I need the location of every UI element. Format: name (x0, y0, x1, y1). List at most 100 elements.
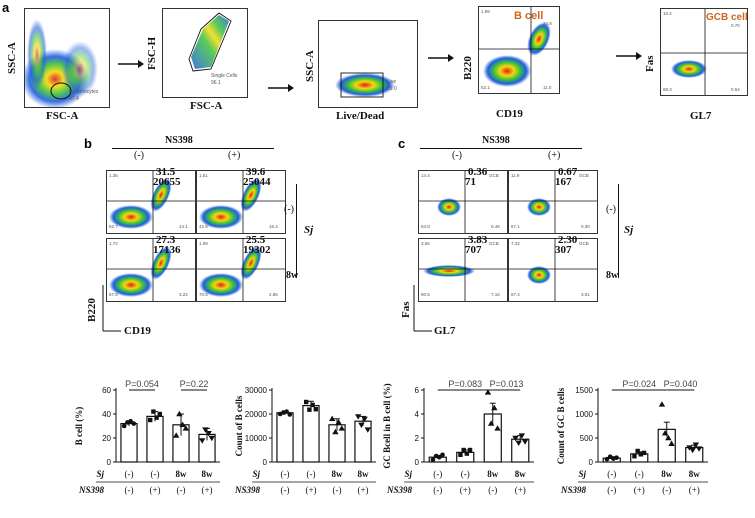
data-point (176, 410, 183, 417)
y-tick-label: 60 (102, 386, 111, 395)
quadrant-q4: 87.4 (511, 292, 520, 297)
header-rule (420, 148, 582, 149)
panel-a-letter: a (2, 0, 10, 15)
data-point (467, 447, 473, 453)
row-label-sj: Sj (96, 469, 104, 479)
gate-percent: 39.6 (246, 166, 266, 178)
panel-c-letter: c (398, 136, 406, 151)
data-point (121, 423, 127, 429)
group-ns398-label: (-) (177, 485, 186, 495)
quadrant-q3: 0.30 (581, 224, 590, 229)
col-sign: (-) (452, 150, 462, 161)
group-sj-label: (-) (635, 469, 644, 479)
quadrant-q3: 0.46 (491, 224, 500, 229)
pvalue-label: P=0.013 (490, 379, 524, 389)
x-label-step3: Live/Dead (336, 110, 385, 122)
pvalue-label: P=0.054 (125, 379, 159, 389)
data-point (179, 421, 186, 427)
y-label-step2: FSC-H (146, 37, 158, 70)
gate-percent: 3.83 (468, 234, 488, 246)
y-axis-label: Count of GC B cells (556, 387, 566, 464)
y-tick-label: 20 (102, 434, 111, 443)
quadrant-q3: 3.22 (179, 292, 188, 297)
data-point (202, 427, 209, 433)
gate-count: 17136 (153, 244, 181, 256)
group-sj-label: (-) (461, 469, 470, 479)
y-axis-label: GC Bcell in B cell (%) (382, 383, 392, 468)
group-sj-label: 8w (202, 469, 214, 479)
y-tick-label: 4 (415, 410, 420, 419)
y-tick-label: 0 (415, 458, 420, 467)
quadrant-q3: 3.01 (581, 292, 590, 297)
highlight-gcb-cell: GCB cell (706, 12, 748, 23)
quadrant-q1: 10.2 (663, 11, 672, 16)
data-point (635, 448, 640, 454)
data-point (332, 428, 339, 435)
highlight-b-cell: B cell (514, 10, 544, 22)
group-ns398-label: (+) (689, 485, 700, 495)
group-sj-label: 8w (515, 469, 527, 479)
data-point (358, 422, 365, 428)
gate-count: 71 (465, 176, 476, 188)
data-point (661, 430, 669, 436)
quadrant-q4: 70.5 (199, 292, 208, 297)
group-ns398-label: (+) (357, 485, 368, 495)
row-sign: (-) (284, 204, 294, 215)
arrow-icon (616, 48, 642, 66)
data-point (689, 447, 696, 454)
data-point (512, 435, 519, 442)
y-tick-label: 1000 (575, 410, 593, 419)
group-sj-label: (-) (433, 469, 442, 479)
gate-value-live: 99.0 (387, 86, 397, 92)
gate-value-lymphocytes: 47.4 (69, 96, 79, 102)
quadrant-q2: 0.70 (731, 23, 740, 28)
group-sj-label: (-) (281, 469, 290, 479)
gate-tag: GCB (489, 173, 499, 178)
flow-plot-cell: 1.72 67.8 3.22 (106, 238, 196, 302)
data-point (128, 418, 133, 424)
quadrant-q3: 16.4 (269, 224, 278, 229)
gate-name-single-cells: Single Cells (211, 73, 238, 79)
panel-b-y-label: B220 (86, 298, 98, 322)
gate-name-live: Live (387, 79, 397, 85)
gate-count: 20655 (153, 176, 181, 188)
axis-corner-icon (412, 285, 434, 340)
data-point (430, 457, 436, 462)
group-sj-label: (-) (151, 469, 160, 479)
group-sj-label: 8w (661, 469, 673, 479)
flow-density (197, 239, 285, 301)
group-sj-label: (-) (307, 469, 316, 479)
x-label-step5: GL7 (690, 110, 712, 122)
group-ns398-label: (+) (201, 485, 212, 495)
header-rule (112, 148, 274, 149)
row-label-ns398: NS398 (234, 485, 261, 495)
data-point (668, 440, 675, 446)
col-sign: (+) (548, 150, 561, 161)
gate-tag: GCB (579, 173, 589, 178)
group-ns398-label: (-) (433, 485, 442, 495)
panel-b-header: NS398 (165, 135, 193, 146)
flow-plot-live: Live 99.0 (318, 20, 418, 108)
quadrant-q1: 1.72 (109, 241, 118, 246)
flow-plot-b-cell: 1.99 34.8 11.0 52.1 (478, 6, 560, 94)
data-point (521, 439, 529, 445)
row-label-sj: Sj (252, 469, 260, 479)
panel-c-y-label: Fas (400, 301, 412, 319)
data-point (355, 414, 362, 420)
flow-density (509, 171, 597, 233)
data-point (641, 450, 647, 456)
flow-plot-cell: GCB 11.9 87.1 0.30 (508, 170, 598, 234)
flow-density (107, 171, 195, 233)
flow-density-lymphocytes (25, 19, 98, 107)
y-tick-label: 6 (415, 386, 420, 395)
quadrant-q4: 90.5 (421, 292, 430, 297)
data-point (131, 421, 137, 426)
gate-count: 167 (555, 176, 572, 188)
quadrant-q1: 3.66 (421, 241, 430, 246)
axis-corner-icon (101, 285, 123, 340)
row-label-sj: Sj (404, 469, 412, 479)
data-point (686, 445, 693, 451)
data-point (304, 399, 309, 405)
data-point (284, 409, 289, 414)
pvalue-label: P=0.040 (664, 379, 698, 389)
